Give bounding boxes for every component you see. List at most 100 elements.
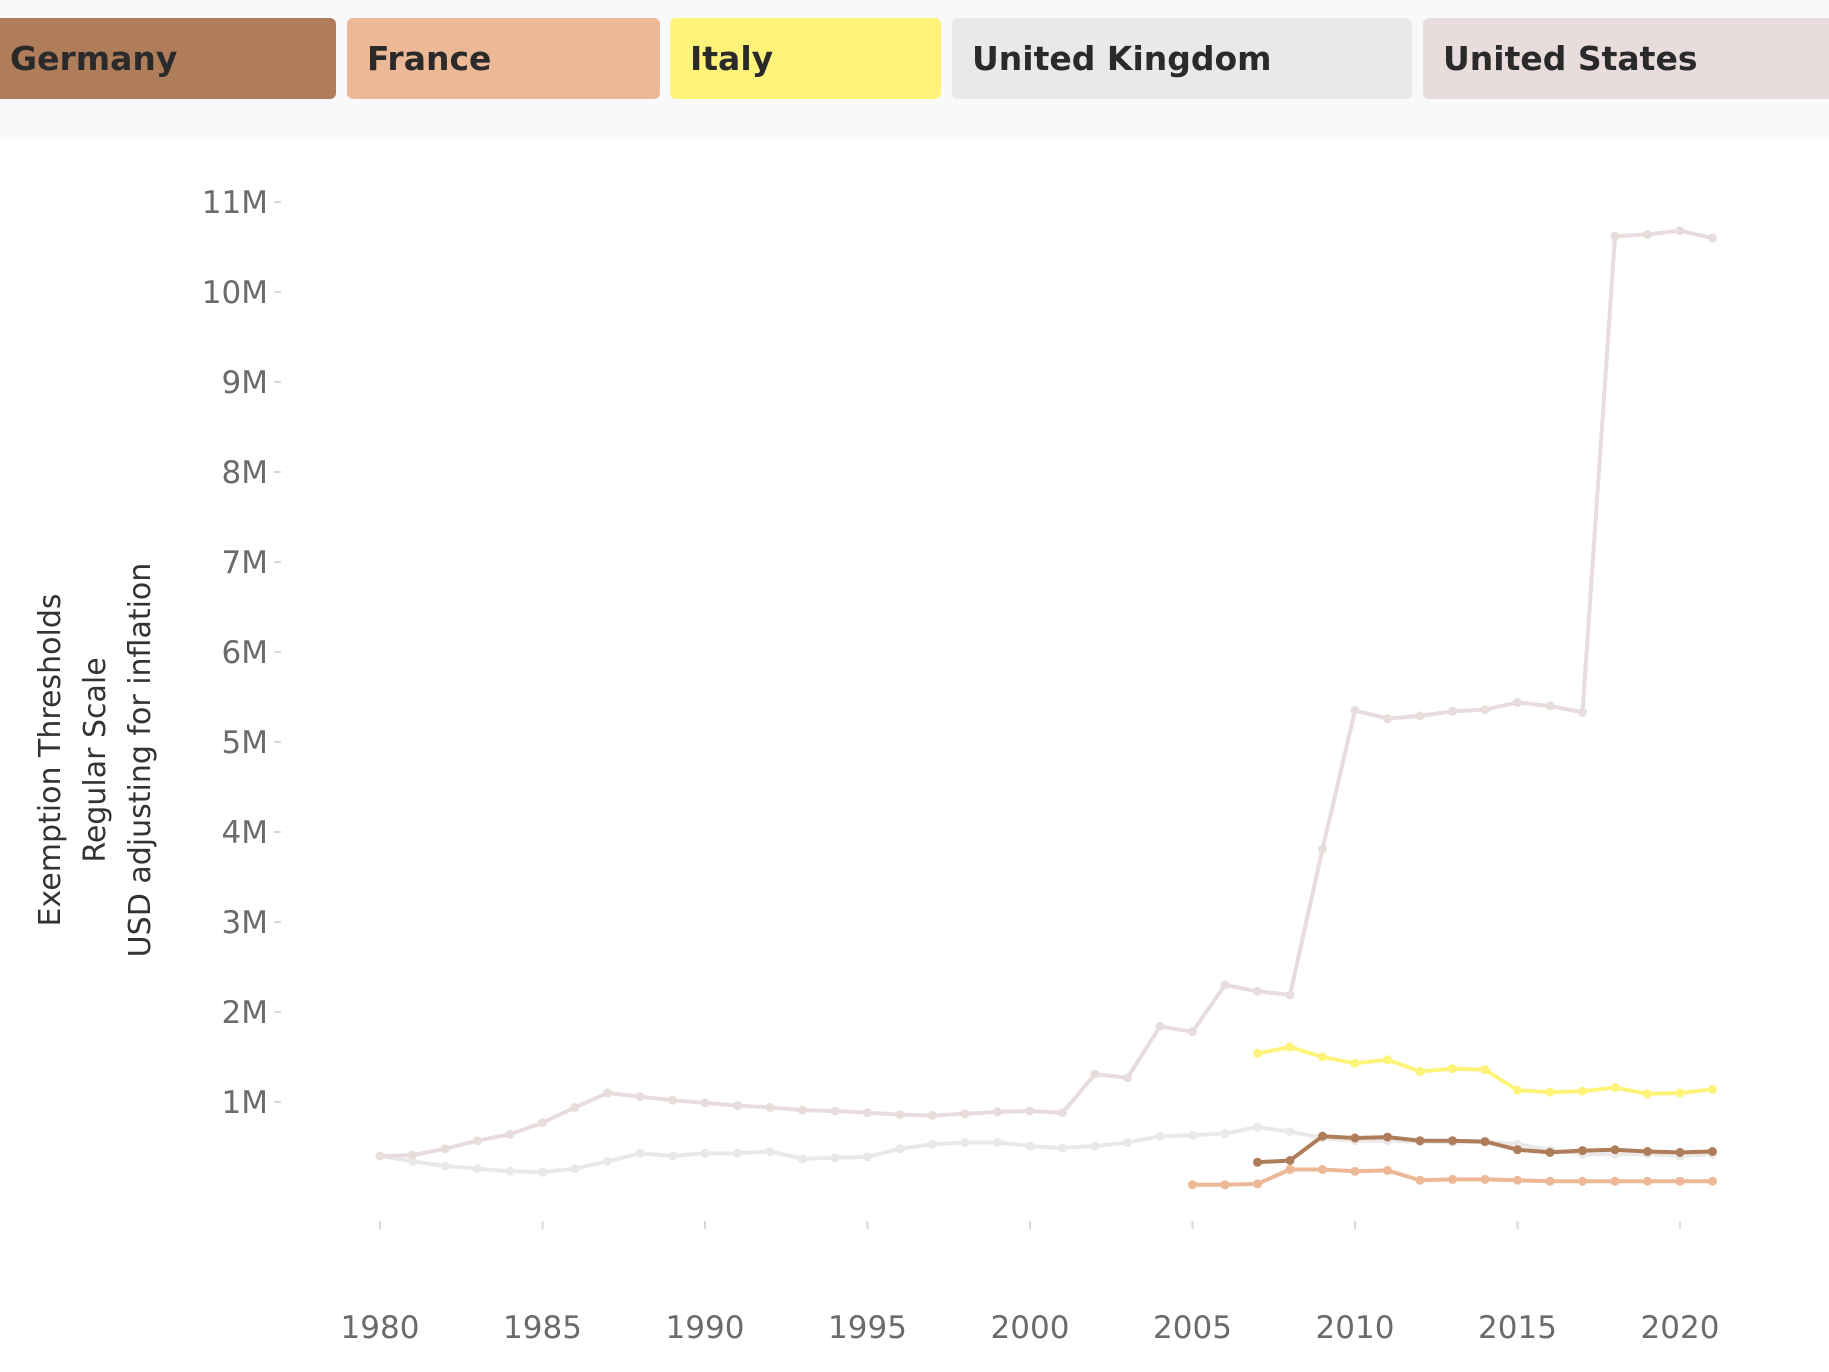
data-point [1578, 1086, 1587, 1096]
legend-item-france[interactable]: France [347, 18, 660, 99]
x-axis: 1980 1985 1990 1995 2000 2005 2010 2015 2020 [341, 1221, 1720, 1346]
data-point [1318, 844, 1327, 854]
data-point [1513, 1175, 1522, 1185]
legend-label: United States [1443, 39, 1698, 78]
data-point [1253, 986, 1262, 996]
y-tick-label: 9M [222, 365, 268, 401]
data-point [1123, 1073, 1132, 1083]
legend-item-italy[interactable]: Italy [670, 18, 941, 99]
data-point [1285, 990, 1295, 1000]
legend-label: United Kingdom [972, 39, 1272, 78]
data-point [765, 1102, 775, 1112]
data-point [1285, 1165, 1295, 1174]
data-point [765, 1147, 775, 1156]
data-point [1415, 1136, 1425, 1146]
data-point [1220, 1180, 1230, 1190]
data-point [1253, 1179, 1262, 1189]
data-point [1545, 1147, 1555, 1157]
series-italy [1253, 1042, 1717, 1099]
data-point [1350, 1133, 1360, 1143]
data-point [1383, 1165, 1392, 1175]
legend-item-united-states[interactable]: United States [1423, 18, 1829, 99]
data-point [895, 1144, 905, 1154]
y-tick-label: 3M [222, 905, 268, 941]
data-point [1253, 1157, 1262, 1167]
data-point [1155, 1021, 1165, 1031]
data-point [603, 1156, 612, 1166]
data-point [1285, 1127, 1295, 1137]
series-layer [375, 226, 1717, 1190]
data-point [1448, 706, 1457, 716]
data-point [473, 1136, 482, 1146]
y-tick-label: 1M [222, 1085, 268, 1121]
data-point [895, 1110, 905, 1120]
data-point [1415, 1175, 1425, 1185]
data-point [1480, 1174, 1490, 1184]
data-point [1578, 1176, 1587, 1186]
data-point [1188, 1180, 1197, 1190]
data-point [1123, 1138, 1132, 1147]
data-point [1675, 1147, 1685, 1157]
x-tick-label: 2000 [991, 1310, 1070, 1346]
data-point [1090, 1069, 1100, 1079]
x-tick-label: 1995 [828, 1310, 907, 1346]
data-point [1675, 1088, 1685, 1098]
data-point [635, 1092, 645, 1102]
data-point [1643, 1089, 1652, 1099]
data-point [1318, 1131, 1327, 1141]
data-point [1415, 711, 1425, 721]
data-point [1318, 1165, 1327, 1174]
data-point [1383, 1132, 1392, 1142]
data-point [1383, 1055, 1392, 1065]
data-point [1480, 1137, 1490, 1147]
data-point [1675, 1176, 1685, 1186]
data-point [733, 1148, 742, 1158]
data-point [1155, 1131, 1165, 1141]
data-point [408, 1156, 417, 1166]
data-point [1448, 1064, 1457, 1074]
data-point [1610, 1176, 1620, 1186]
data-point [1058, 1108, 1067, 1118]
data-point [375, 1151, 385, 1161]
data-point [538, 1118, 547, 1128]
data-point [1513, 697, 1522, 707]
x-tick-label: 1980 [341, 1310, 420, 1346]
data-point [440, 1144, 450, 1154]
data-point [1285, 1042, 1295, 1052]
data-point [1708, 1147, 1717, 1156]
data-point [1643, 1176, 1652, 1186]
data-point [1448, 1174, 1457, 1184]
data-point [1090, 1141, 1100, 1151]
data-point [1480, 1065, 1490, 1075]
x-tick-label: 2020 [1641, 1310, 1720, 1346]
data-point [700, 1098, 710, 1108]
data-point [1610, 1083, 1620, 1093]
data-point [700, 1148, 710, 1158]
y-tick-label: 11M [202, 185, 268, 221]
y-tick-label: 2M [222, 995, 268, 1031]
data-point [1350, 1166, 1360, 1176]
y-axis-title: Exemption Thresholds Regular Scale USD a… [33, 563, 158, 958]
legend-item-germany[interactable]: Germany [0, 18, 336, 99]
data-point [440, 1161, 450, 1171]
y-tick-label: 4M [222, 815, 268, 851]
data-point [960, 1109, 970, 1119]
data-point [1253, 1122, 1262, 1132]
y-tick-label: 5M [222, 725, 268, 761]
data-point [1708, 1176, 1717, 1186]
series-united-states [375, 226, 1717, 1161]
data-point [1188, 1027, 1197, 1037]
legend-item-united-kingdom[interactable]: United Kingdom [952, 18, 1412, 99]
series-line-united-states [378, 228, 1715, 1158]
data-point [1350, 1058, 1360, 1068]
data-point [1415, 1066, 1425, 1076]
data-point [668, 1151, 677, 1161]
data-point [408, 1150, 417, 1160]
series-france [1188, 1165, 1717, 1190]
data-point [1675, 226, 1685, 236]
data-point [505, 1166, 515, 1176]
data-point [928, 1139, 937, 1149]
data-point [1545, 1176, 1555, 1186]
data-point [798, 1154, 807, 1164]
data-point [830, 1106, 840, 1116]
